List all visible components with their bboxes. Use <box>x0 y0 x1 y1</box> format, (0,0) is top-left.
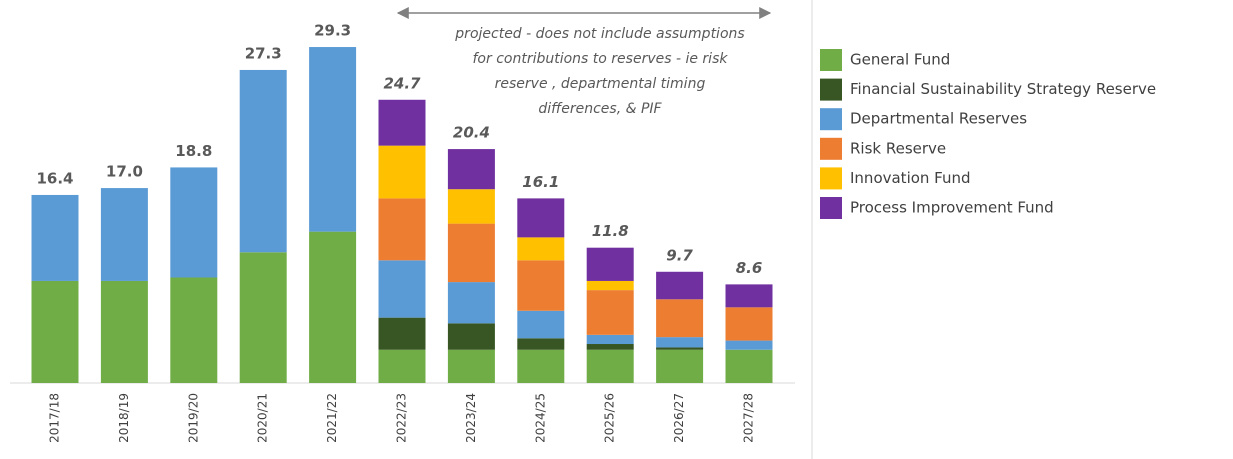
legend-label: Process Improvement Fund <box>850 199 1054 217</box>
bar-segment <box>447 349 495 383</box>
total-label: 8.6 <box>736 259 763 277</box>
x-tick-label: 2017/18 <box>48 393 62 443</box>
bar-segment <box>586 290 634 335</box>
bar-segment <box>309 231 357 383</box>
total-label: 16.1 <box>522 173 559 191</box>
bar-segment <box>447 189 495 224</box>
x-tick-label: 2023/24 <box>464 393 478 443</box>
x-tick-label: 2020/21 <box>256 393 270 443</box>
bar-segment <box>378 260 426 318</box>
annotation: differences, & PIF <box>538 101 662 117</box>
bar-segment <box>586 280 634 291</box>
total-label: 24.7 <box>383 74 421 92</box>
bar-segment <box>586 247 634 281</box>
bar-segment <box>586 334 634 345</box>
bar-segment <box>517 338 565 350</box>
x-tick-label: 2024/25 <box>533 393 547 443</box>
bar-segment <box>656 337 704 348</box>
bar-segment <box>517 260 565 311</box>
bar-segment <box>725 307 773 341</box>
x-tick-label: 2022/23 <box>395 393 409 443</box>
legend-label: General Fund <box>850 51 950 69</box>
bar-segment <box>378 99 426 146</box>
bar-segment <box>170 277 218 383</box>
bar-segment <box>656 299 704 338</box>
x-tick-label: 2019/20 <box>186 393 200 443</box>
x-tick-label: 2027/28 <box>742 393 756 443</box>
legend-label: Innovation Fund <box>850 169 971 187</box>
total-label: 17.0 <box>106 163 143 181</box>
legend-swatch <box>820 49 842 71</box>
legend-swatch <box>820 137 842 160</box>
x-tick-label: 2018/19 <box>117 393 131 443</box>
legend-label: Financial Sustainability Strategy Reserv… <box>850 80 1156 98</box>
bar-segment <box>586 349 634 383</box>
bar-segment <box>309 47 357 232</box>
bar-segment <box>447 149 495 190</box>
bar-segment <box>378 145 426 199</box>
bar-segment <box>31 280 79 383</box>
bar-segment <box>170 167 218 278</box>
bar-segment <box>239 69 287 253</box>
bar-segment <box>517 349 565 383</box>
bar-segment <box>447 323 495 350</box>
annotation: reserve , departmental timing <box>495 76 706 92</box>
total-label: 29.3 <box>314 22 351 40</box>
bar-segment <box>517 237 565 261</box>
total-label: 16.4 <box>36 169 73 187</box>
bar-segment <box>31 194 79 281</box>
total-label: 11.8 <box>592 222 629 240</box>
annotation: for contributions to reserves - ie risk <box>473 51 729 67</box>
bar-segment <box>586 344 634 350</box>
bar-segment <box>378 198 426 261</box>
bar-segment <box>725 340 773 350</box>
bar-segment <box>725 349 773 383</box>
legend-label: Risk Reserve <box>850 139 946 157</box>
x-tick-label: 2025/26 <box>603 393 617 443</box>
bar-segment <box>239 252 287 383</box>
bar-segment <box>378 317 426 350</box>
total-label: 20.4 <box>453 124 490 142</box>
legend-label: Departmental Reserves <box>850 110 1027 128</box>
bar-segment <box>656 347 704 350</box>
bar-segment <box>447 223 495 283</box>
x-tick-label: 2021/22 <box>325 393 339 443</box>
total-label: 18.8 <box>175 142 212 160</box>
bar-segment <box>725 284 773 308</box>
bar-segment <box>517 310 565 339</box>
bar-segment <box>100 188 148 281</box>
total-label: 9.7 <box>666 246 693 264</box>
bar-segment <box>656 271 704 300</box>
total-label: 27.3 <box>245 44 282 62</box>
bar-segment <box>447 282 495 324</box>
legend-swatch <box>820 78 842 101</box>
legend-swatch <box>820 108 842 131</box>
legend-swatch <box>820 197 842 219</box>
annotation: projected - does not include assumptions <box>454 26 744 42</box>
bar-segment <box>100 280 148 383</box>
bar-segment <box>378 349 426 383</box>
legend-swatch <box>820 167 842 190</box>
x-tick-label: 2026/27 <box>672 393 686 443</box>
bar-segment <box>656 349 704 383</box>
bar-segment <box>517 198 565 238</box>
